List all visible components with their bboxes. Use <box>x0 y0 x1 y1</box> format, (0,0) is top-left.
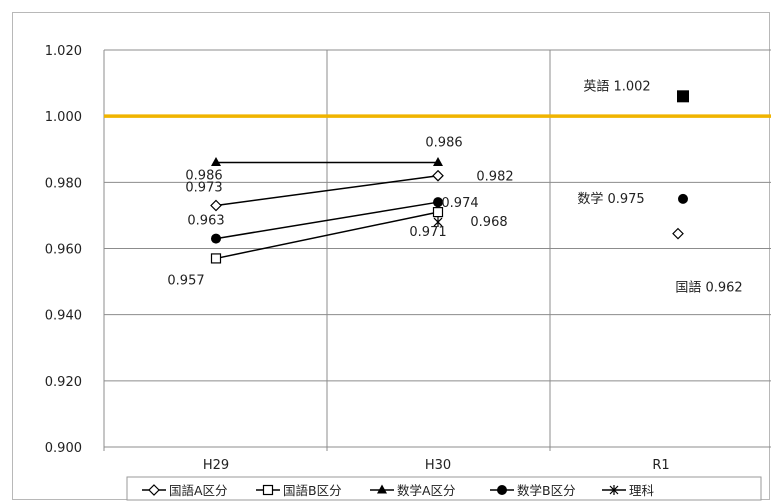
point-3-1 <box>433 197 443 208</box>
point-2-1 <box>433 156 443 166</box>
r1-point-0 <box>677 90 689 103</box>
y-tick-label-1: 0.920 <box>45 375 82 390</box>
r1-point-0-shape <box>677 90 689 103</box>
y-tick-label-4: 0.980 <box>45 176 82 191</box>
r1-label-1: 数学 0.975 <box>577 191 644 207</box>
legend-label-0: 国語A区分 <box>169 483 228 498</box>
y-tick-label-5: 1.000 <box>45 110 82 125</box>
legend-marker-0 <box>148 484 160 496</box>
legend-marker-3 <box>497 485 507 495</box>
series-line-3 <box>215 201 439 240</box>
r1-point-2 <box>672 227 684 240</box>
legend-marker-2 <box>377 484 387 494</box>
legend-label-2: 数学A区分 <box>397 483 456 498</box>
legend-marker-3-shape <box>497 485 507 495</box>
data-label-2-0: 0.986 <box>185 168 222 183</box>
data-label-0-1: 0.982 <box>476 170 513 185</box>
point-3-1-shape <box>433 197 443 208</box>
point-2-0 <box>211 156 221 166</box>
r1-point-2-shape <box>672 227 684 240</box>
data-label-0-0: 0.973 <box>185 180 222 195</box>
y-tick-label-2: 0.940 <box>45 309 82 324</box>
point-1-0-shape <box>210 253 222 264</box>
point-2-0-shape <box>211 156 221 166</box>
point-2-1-shape <box>433 156 443 166</box>
legend-marker-2-shape <box>377 484 387 494</box>
point-1-1-shape <box>432 207 444 218</box>
r1-label-0: 英語 1.002 <box>583 78 650 94</box>
legend-label-1: 国語B区分 <box>283 483 342 498</box>
point-1-1 <box>432 207 444 218</box>
legend-marker-4 <box>609 485 619 495</box>
legend-label-3: 数学B区分 <box>517 483 576 498</box>
point-4-1 <box>433 217 443 228</box>
y-tick-label-0: 0.900 <box>45 441 82 456</box>
point-0-0-shape <box>210 199 222 212</box>
legend-marker-4-shape <box>609 485 619 495</box>
data-label-3-0: 0.963 <box>187 214 224 229</box>
data-label-2-1: 0.986 <box>425 135 462 150</box>
x-tick-label-1: H30 <box>425 458 451 473</box>
y-tick-label-3: 0.960 <box>45 243 82 258</box>
point-4-1-shape <box>433 217 443 228</box>
point-0-1 <box>432 169 444 182</box>
series-line-1 <box>215 211 439 260</box>
point-0-1-shape <box>432 169 444 182</box>
series-line-0 <box>215 174 439 207</box>
x-tick-label-2: R1 <box>652 458 669 473</box>
r1-point-1 <box>678 193 688 204</box>
r1-point-1-shape <box>678 193 688 204</box>
point-3-0 <box>211 233 221 244</box>
data-label-4-1: 0.968 <box>470 215 507 230</box>
data-label-1-0: 0.957 <box>167 273 204 288</box>
legend-marker-1-shape <box>262 484 274 496</box>
r1-label-2: 国語 0.962 <box>675 280 742 296</box>
data-label-3-1: 0.974 <box>441 196 478 211</box>
y-tick-label-6: 1.020 <box>45 44 82 59</box>
legend-marker-0-shape <box>148 484 160 496</box>
legend-marker-1 <box>262 484 274 496</box>
point-0-0 <box>210 199 222 212</box>
legend-label-4: 理科 <box>629 483 655 498</box>
legend-box <box>126 476 762 501</box>
point-3-0-shape <box>211 233 221 244</box>
x-tick-label-0: H29 <box>203 458 229 473</box>
data-label-1-1: 0.971 <box>409 225 446 240</box>
point-1-0 <box>210 253 222 264</box>
